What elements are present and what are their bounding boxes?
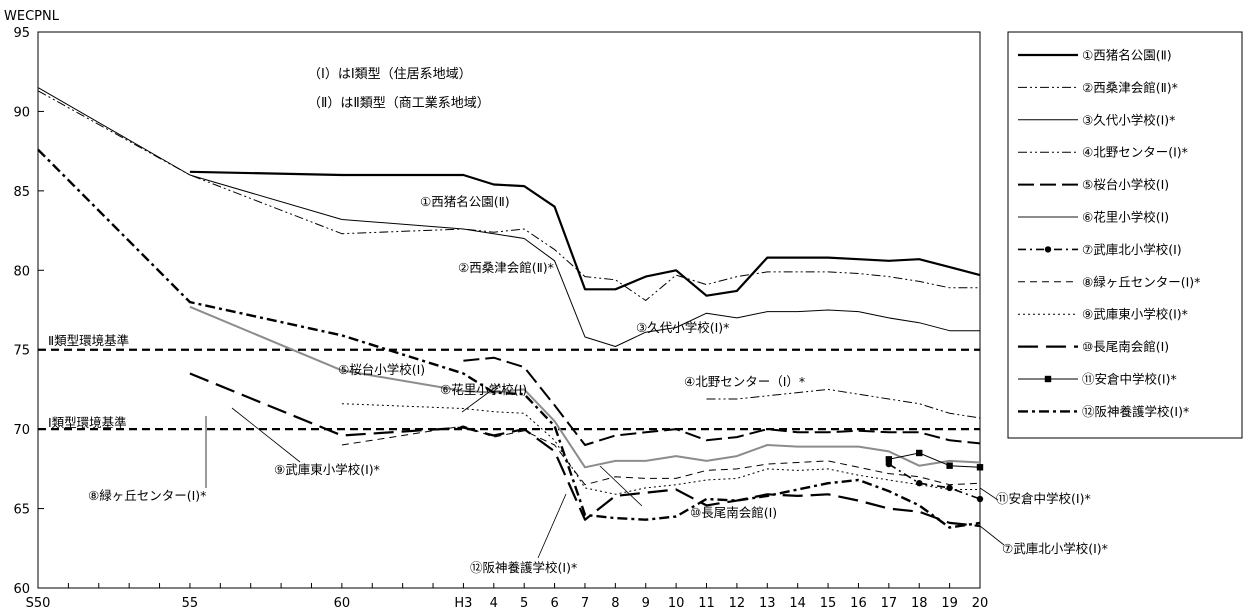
ref-label-type-1: Ⅰ類型環境基準 [48,415,127,430]
series-annotation: ④北野センター（Ⅰ）* [684,374,805,389]
series-marker [976,495,984,503]
annotation-leader [979,525,1005,546]
series-annotation: ⑪安倉中学校(Ⅰ)* [996,491,1091,506]
x-tick-label: 15 [820,596,837,611]
y-tick-label: 90 [13,105,30,120]
y-tick-label: 75 [13,344,30,359]
x-tick-label: 16 [850,596,867,611]
ref-label-type-2: Ⅱ類型環境基準 [48,333,129,348]
series-marker [885,456,893,463]
x-tick-label: 18 [911,596,928,611]
reference-lines [38,348,980,431]
series-layer [37,87,984,529]
legend-label: ②西桑津会館(Ⅱ)* [1082,80,1178,95]
annotation-leader [231,407,301,463]
x-tick-label: H3 [454,596,472,611]
series-annotation: ⑧緑ヶ丘センター(Ⅰ)* [88,488,206,503]
series-marker [946,462,953,469]
x-tick-label: 7 [581,596,589,611]
x-tick-label: 5 [520,596,528,611]
x-tick-label: 60 [334,596,351,611]
series-line [463,356,981,446]
note-type-2: （Ⅱ）はⅡ類型（商工業系地域） [308,95,490,111]
series-annotation: ⑩長尾南会館(Ⅰ) [690,505,777,520]
series-annotation: ⑤桜台小学校(Ⅰ) [338,362,425,377]
series-line [706,388,981,419]
series-annotation: ⑦武庫北小学校(Ⅰ)* [1002,541,1108,556]
legend-label: ①西猪名公園(Ⅱ) [1082,48,1172,63]
y-tick-label: 95 [13,26,30,41]
legend-label: ⑫阪神養護学校(Ⅰ)* [1082,404,1189,419]
series-line [189,305,981,469]
legend-label: ④北野センター(Ⅰ)* [1082,145,1188,160]
annotation-layer: ①西猪名公園(Ⅱ) ②西桑津会館(Ⅱ)* ③久代小学校(Ⅰ)* ④北野センター（Ⅰ）*… [88,194,1108,575]
x-tick-label: 55 [182,596,199,611]
y-tick-label: 65 [13,503,30,518]
axis-ticks: 60 65 70 75 80 85 90 95 S50 55 60 H3 4 5 6 7 8 9 10 11 12 13 1… [13,26,988,611]
series-line [341,403,980,495]
x-tick-label: 19 [941,596,958,611]
series-line [189,372,981,528]
y-tick-label: 60 [13,582,30,597]
x-tick-label: 13 [759,596,776,611]
series-annotation: ①西猪名公園(Ⅱ) [420,194,510,209]
legend-label: ③久代小学校(Ⅰ)* [1082,112,1175,127]
annotation-leader [537,493,567,559]
series-line [37,87,980,347]
legend-label: ⑩長尾南会館(Ⅰ) [1082,339,1169,354]
annotation-leader [979,487,999,501]
series-line [888,452,981,468]
series-annotation: ②西桑津会館(Ⅱ)* [458,260,554,275]
x-tick-label: 9 [642,596,650,611]
series-annotation: ⑫阪神養護学校(Ⅰ)* [470,560,577,575]
legend-label: ⑨武庫東小学校(Ⅰ)* [1082,307,1188,322]
legend-label: ⑥花里小学校(Ⅰ) [1082,210,1169,225]
series-marker [916,449,923,457]
x-tick-label: 10 [668,596,685,611]
x-tick-label: 11 [698,596,715,611]
x-tick-label: 8 [611,596,619,611]
plot-frame [37,31,981,589]
x-tick-label: 12 [729,596,746,611]
legend-label: ⑧緑ヶ丘センター(Ⅰ)* [1082,274,1200,289]
series-marker [946,484,953,492]
legend-box [1007,31,1243,439]
legend-label: ⑦武庫北小学校(Ⅰ) [1082,242,1182,257]
x-tick-label: S50 [26,596,51,611]
x-tick-label: 6 [550,596,558,611]
legend-label: ⑤桜台小学校(Ⅰ) [1082,177,1169,192]
x-tick-label: 14 [789,596,806,611]
note-type-1: （Ⅰ）はⅠ類型（住居系地域） [308,67,472,82]
x-tick-label: 20 [972,596,989,611]
y-tick-label: 85 [13,185,30,200]
series-line [888,463,981,500]
annotation-leader [599,465,643,507]
series-annotation: ⑥花里小学校(Ⅰ) [440,382,527,397]
y-tick-label: 70 [13,423,30,438]
x-tick-label: 17 [881,596,898,611]
y-tick-label: 80 [13,264,30,279]
series-annotation: ③久代小学校(Ⅰ)* [636,320,729,335]
series-line [189,170,981,297]
series-line [341,425,981,486]
legend-marker [1044,375,1052,383]
series-marker [976,464,984,471]
series-line [37,148,981,529]
series-annotation: ⑨武庫東小学校(Ⅰ)* [274,462,380,477]
legend-marker [1044,246,1052,253]
y-axis-label: WECPNL [4,9,60,24]
legend: ①西猪名公園(Ⅱ) ②西桑津会館(Ⅱ)* ③久代小学校(Ⅰ)* ④北野センター(Ⅰ)*… [1007,31,1243,439]
legend-label: ⑪安倉中学校(Ⅰ)* [1082,372,1177,387]
x-tick-label: 4 [490,596,498,611]
annotation-leader [461,383,501,413]
